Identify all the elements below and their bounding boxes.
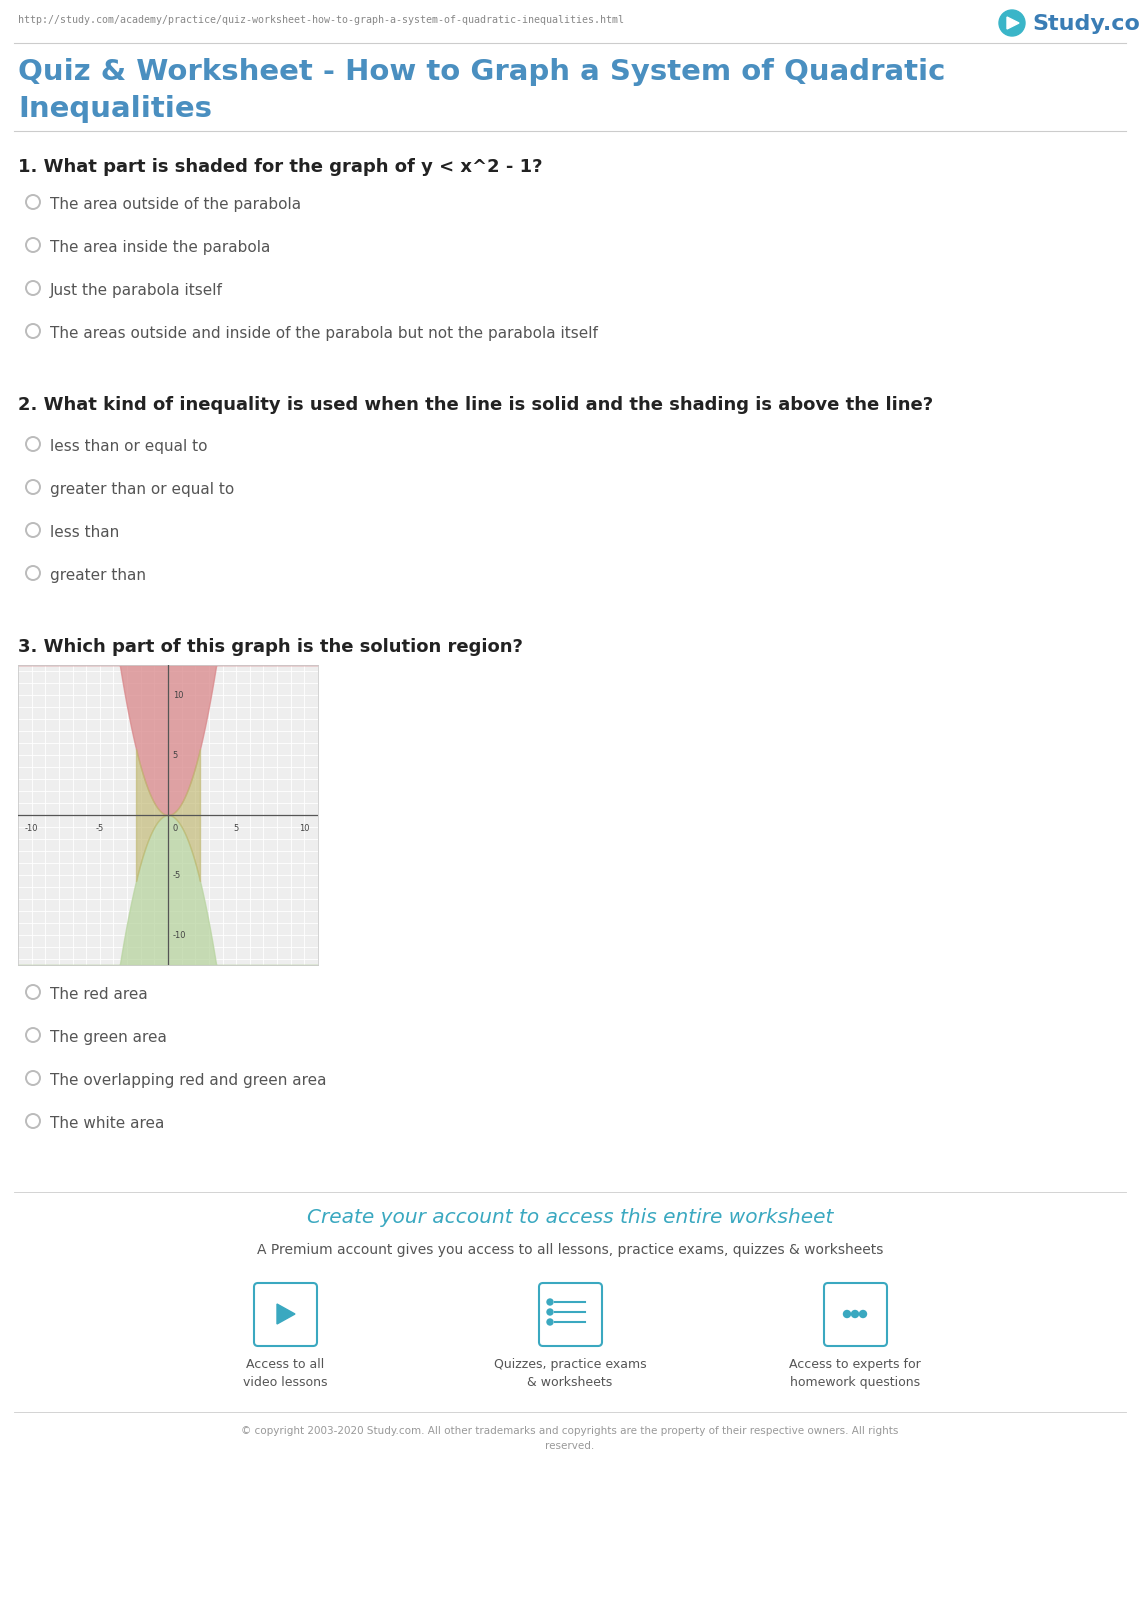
Text: A Premium account gives you access to all lessons, practice exams, quizzes & wor: A Premium account gives you access to al… (256, 1242, 884, 1257)
Text: The overlapping red and green area: The overlapping red and green area (50, 1072, 326, 1087)
Text: The red area: The red area (50, 987, 148, 1002)
Text: The white area: The white area (50, 1115, 164, 1130)
Text: greater than or equal to: greater than or equal to (50, 482, 234, 496)
Text: Quizzes, practice exams
& worksheets: Quizzes, practice exams & worksheets (494, 1358, 646, 1388)
Text: -5: -5 (96, 823, 104, 833)
Text: 5: 5 (173, 751, 178, 761)
Text: Access to experts for
homework questions: Access to experts for homework questions (789, 1358, 921, 1388)
Text: The areas outside and inside of the parabola but not the parabola itself: The areas outside and inside of the para… (50, 326, 597, 340)
Circle shape (852, 1311, 858, 1318)
FancyBboxPatch shape (824, 1284, 887, 1347)
Text: -5: -5 (173, 872, 181, 880)
Text: 1. What part is shaded for the graph of y < x^2 - 1?: 1. What part is shaded for the graph of … (18, 157, 543, 177)
Text: 10: 10 (299, 823, 310, 833)
Circle shape (547, 1319, 553, 1326)
Text: The area inside the parabola: The area inside the parabola (50, 239, 270, 255)
Text: 2. What kind of inequality is used when the line is solid and the shading is abo: 2. What kind of inequality is used when … (18, 396, 934, 414)
Polygon shape (1007, 18, 1019, 30)
Text: 3. Which part of this graph is the solution region?: 3. Which part of this graph is the solut… (18, 637, 523, 655)
Text: Quiz & Worksheet - How to Graph a System of Quadratic: Quiz & Worksheet - How to Graph a System… (18, 58, 945, 87)
Text: 10: 10 (173, 692, 184, 700)
Circle shape (547, 1310, 553, 1314)
Text: http://study.com/academy/practice/quiz-worksheet-how-to-graph-a-system-of-quadra: http://study.com/academy/practice/quiz-w… (18, 14, 624, 26)
Text: greater than: greater than (50, 568, 146, 583)
Text: The area outside of the parabola: The area outside of the parabola (50, 197, 301, 212)
Text: © copyright 2003-2020 Study.com. All other trademarks and copyrights are the pro: © copyright 2003-2020 Study.com. All oth… (242, 1425, 898, 1449)
Text: Just the parabola itself: Just the parabola itself (50, 282, 223, 299)
FancyBboxPatch shape (254, 1284, 317, 1347)
Text: -10: -10 (25, 823, 39, 833)
Circle shape (844, 1311, 850, 1318)
Circle shape (547, 1298, 553, 1305)
Text: less than: less than (50, 525, 120, 539)
Text: Study.com: Study.com (1032, 14, 1140, 34)
Circle shape (999, 11, 1025, 37)
Text: The green area: The green area (50, 1029, 166, 1045)
Polygon shape (277, 1305, 295, 1324)
Text: Create your account to access this entire worksheet: Create your account to access this entir… (307, 1207, 833, 1226)
Text: 0: 0 (172, 823, 178, 833)
FancyBboxPatch shape (539, 1284, 602, 1347)
Text: less than or equal to: less than or equal to (50, 438, 207, 454)
Text: 5: 5 (234, 823, 238, 833)
Circle shape (860, 1311, 866, 1318)
Text: Inequalities: Inequalities (18, 95, 212, 124)
Text: Access to all
video lessons: Access to all video lessons (243, 1358, 327, 1388)
Text: -10: -10 (173, 931, 186, 941)
